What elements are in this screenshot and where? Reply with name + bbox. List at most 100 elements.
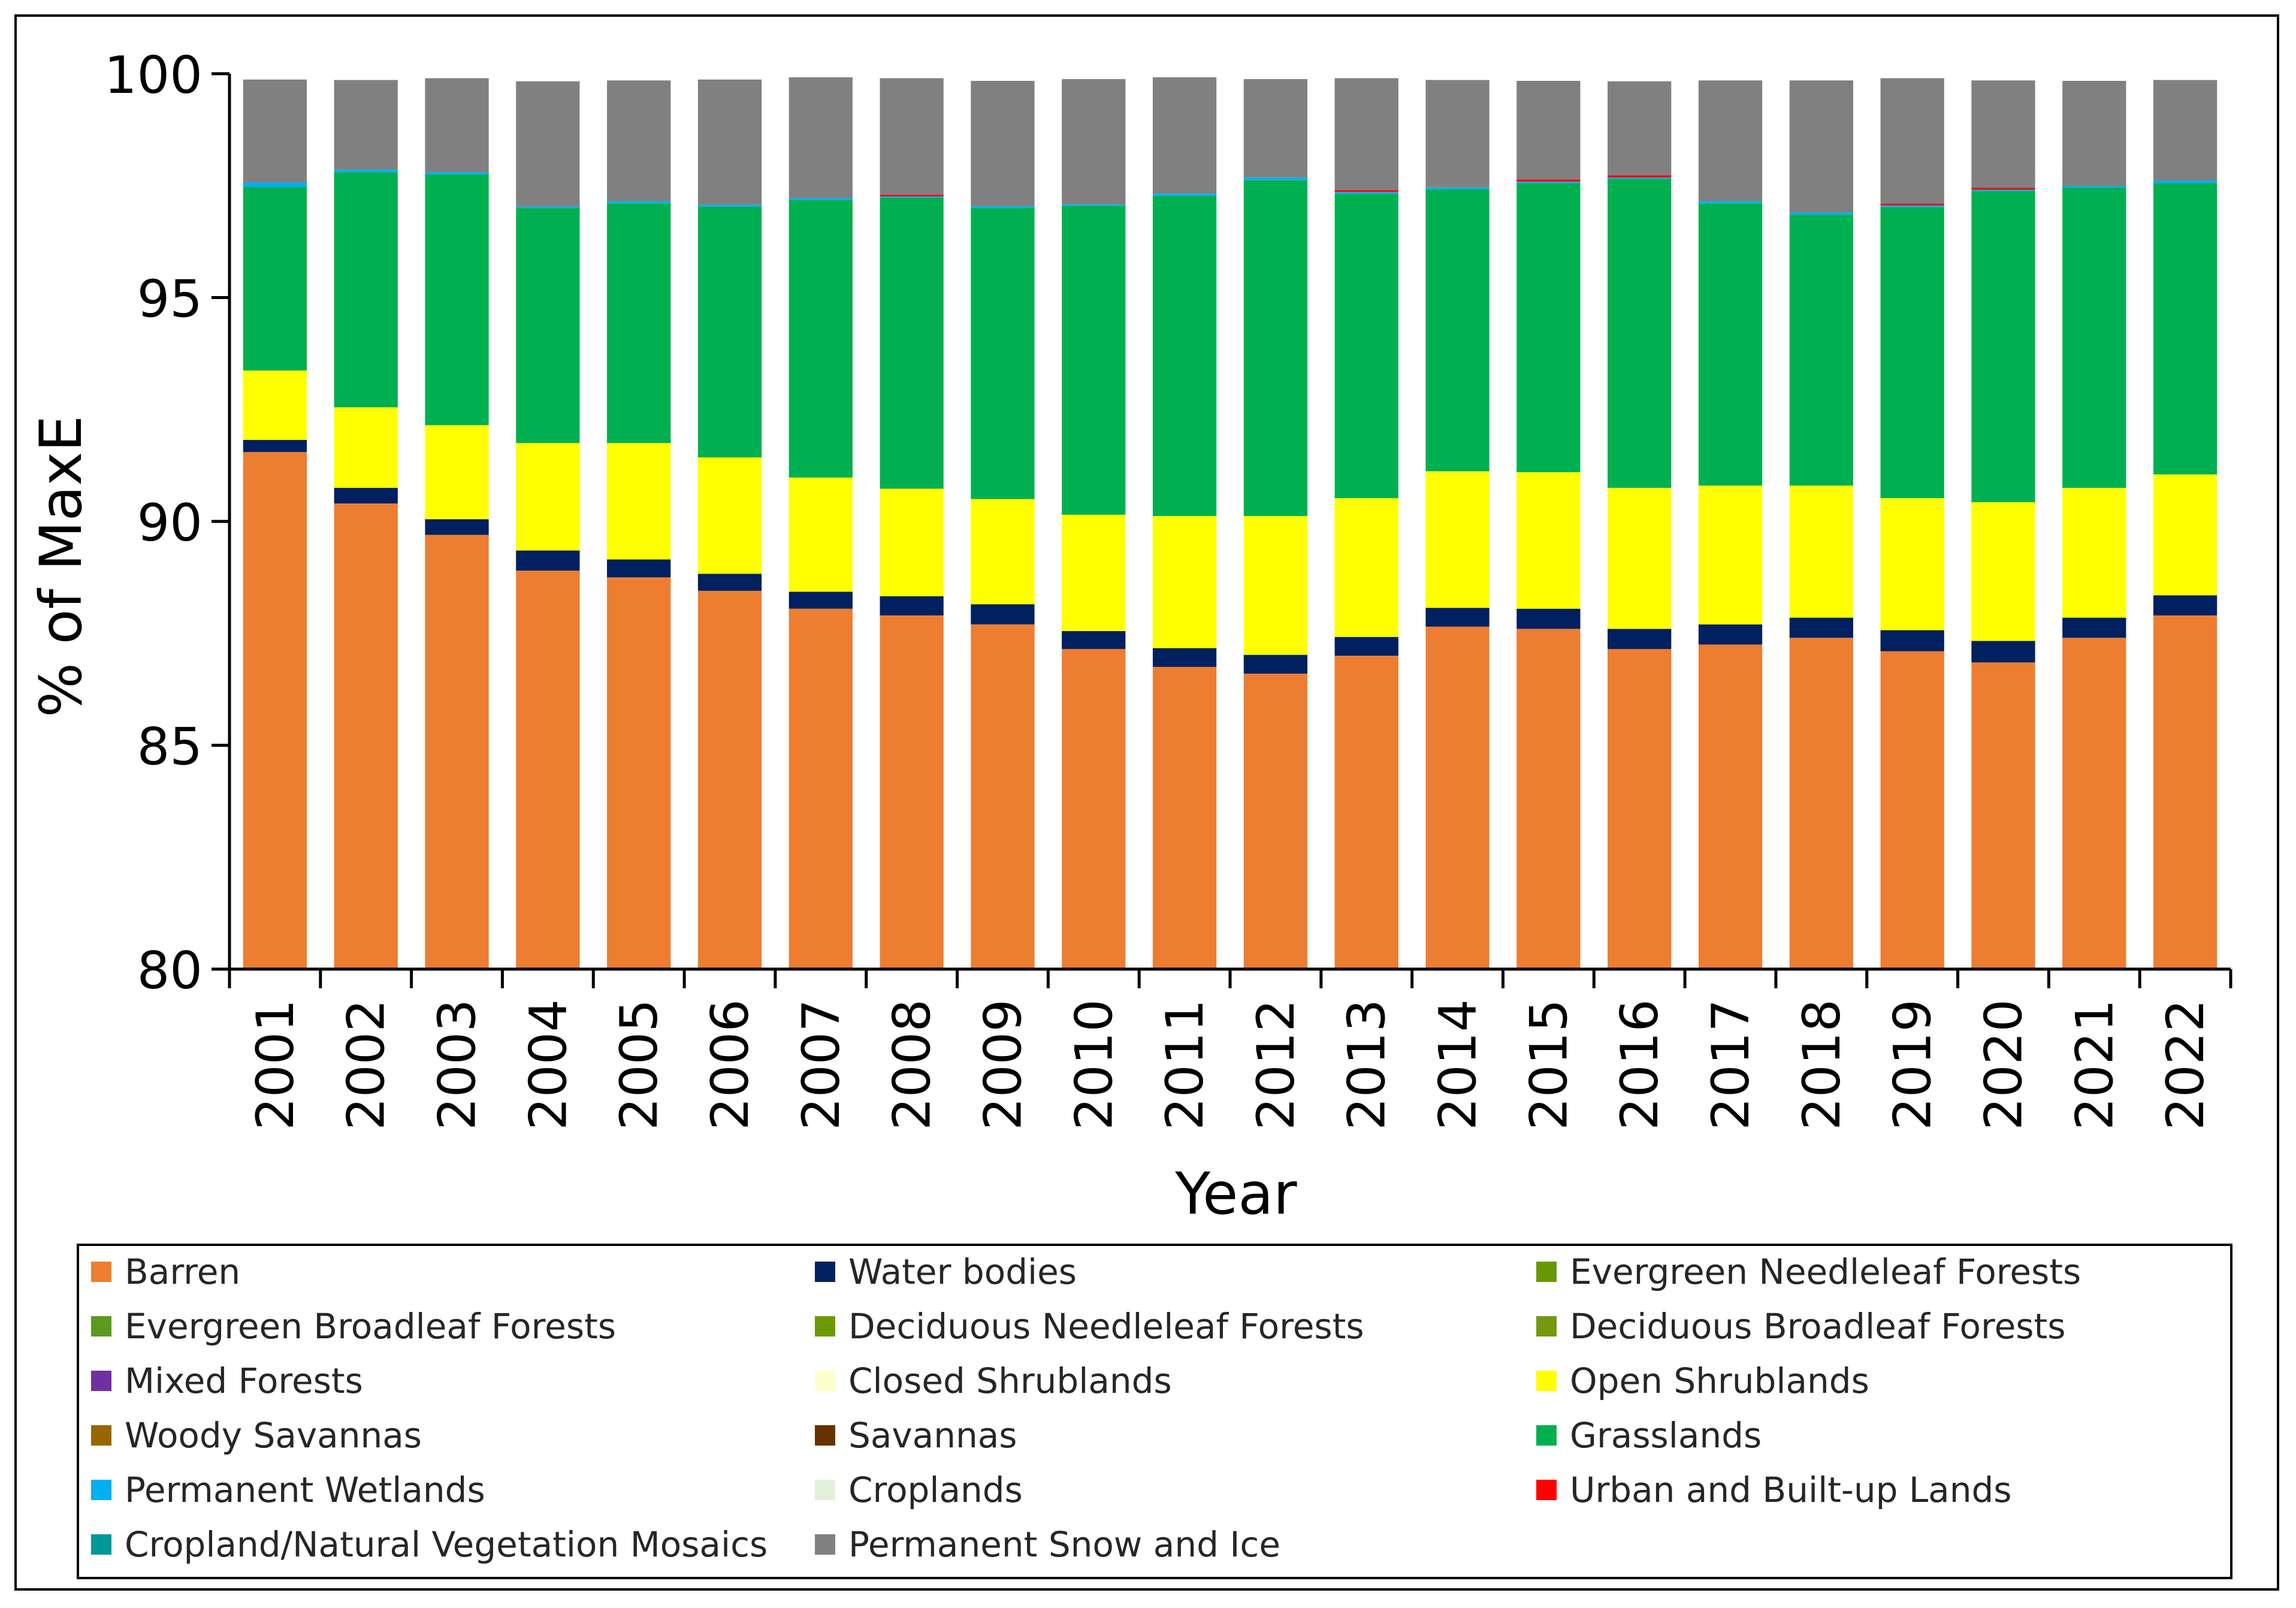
- bar-barren-2016: [1608, 648, 1672, 969]
- bar-permanent-snow-and-ice-2017: [1698, 80, 1763, 201]
- bar-grasslands-2013: [1334, 194, 1398, 499]
- bar-grasslands-2020: [1971, 191, 2035, 502]
- legend-label: Mixed Forests: [125, 1360, 363, 1401]
- legend-swatch: [1536, 1480, 1557, 1500]
- bar-barren-2014: [1425, 626, 1490, 969]
- bar-barren-2013: [1334, 656, 1398, 969]
- y-tick-label-85: 85: [137, 717, 203, 777]
- legend-item-permanent-wetlands: Permanent Wetlands: [91, 1469, 485, 1511]
- legend-item-permanent-snow-and-ice: Permanent Snow and Ice: [815, 1523, 1280, 1565]
- bar-open-shrublands-2011: [1152, 516, 1217, 648]
- legend-label: Permanent Wetlands: [125, 1470, 485, 1510]
- bar-grasslands-2021: [2062, 188, 2126, 488]
- bar-water-bodies-2018: [1789, 617, 1853, 638]
- x-tick-label-2009: 2009: [974, 999, 1034, 1130]
- legend-item-barren: Barren: [91, 1251, 240, 1293]
- bar-permanent-wetlands-2013: [1334, 192, 1398, 194]
- bar-open-shrublands-2005: [607, 443, 671, 560]
- bar-barren-2019: [1880, 651, 1944, 969]
- bar-water-bodies-2011: [1152, 648, 1217, 667]
- bar-open-shrublands-2010: [1062, 514, 1126, 632]
- bar-open-shrublands-2022: [2153, 474, 2218, 596]
- bar-water-bodies-2016: [1608, 629, 1672, 649]
- legend-item-deciduous-needleleaf-forests: Deciduous Needleleaf Forests: [815, 1305, 1364, 1347]
- legend-swatch: [815, 1534, 835, 1555]
- bar-permanent-wetlands-2016: [1608, 177, 1672, 179]
- bar-urban-and-built-up-lands-2013: [1334, 190, 1398, 192]
- legend-item-closed-shrublands: Closed Shrublands: [815, 1360, 1172, 1402]
- legend-label: Deciduous Needleleaf Forests: [848, 1306, 1364, 1347]
- y-tick-label-95: 95: [137, 270, 203, 330]
- bar-permanent-snow-and-ice-2021: [2062, 80, 2126, 186]
- legend-item-woody-savannas: Woody Savannas: [91, 1414, 422, 1456]
- bar-barren-2009: [971, 624, 1035, 969]
- bar-permanent-snow-and-ice-2015: [1516, 80, 1581, 180]
- bar-water-bodies-2014: [1425, 608, 1490, 627]
- x-tick-label-2005: 2005: [609, 999, 669, 1130]
- x-tick-label-2015: 2015: [1519, 999, 1579, 1130]
- legend-label: Open Shrublands: [1570, 1360, 1869, 1401]
- x-tick-label-2016: 2016: [1610, 999, 1670, 1130]
- x-tick-label-2020: 2020: [1974, 999, 2034, 1130]
- bar-water-bodies-2020: [1971, 641, 2035, 663]
- x-axis-label: Year: [1174, 1160, 1297, 1227]
- bar-open-shrublands-2021: [2062, 487, 2126, 618]
- bar-grasslands-2003: [425, 174, 489, 426]
- bar-water-bodies-2008: [880, 596, 944, 616]
- legend-label: Cropland/Natural Vegetation Mosaics: [125, 1524, 768, 1565]
- bar-water-bodies-2013: [1334, 636, 1398, 656]
- bar-open-shrublands-2002: [334, 407, 398, 488]
- bar-urban-and-built-up-lands-2020: [1971, 188, 2035, 190]
- legend-item-savannas: Savannas: [815, 1414, 1017, 1456]
- y-tick-label-90: 90: [137, 493, 203, 553]
- bar-water-bodies-2004: [516, 550, 580, 571]
- bar-permanent-snow-and-ice-2008: [880, 78, 944, 195]
- bar-water-bodies-2015: [1516, 608, 1581, 629]
- x-tick-label-2012: 2012: [1246, 999, 1306, 1130]
- bars-layer: [243, 77, 2218, 970]
- legend-label: Savannas: [848, 1415, 1017, 1456]
- bar-permanent-snow-and-ice-2001: [243, 79, 307, 183]
- bar-water-bodies-2021: [2062, 617, 2126, 638]
- bar-permanent-snow-and-ice-2012: [1243, 79, 1308, 178]
- bar-permanent-snow-and-ice-2003: [425, 78, 489, 173]
- bar-open-shrublands-2018: [1789, 485, 1853, 618]
- legend-label: Woody Savannas: [125, 1415, 422, 1456]
- bar-grasslands-2011: [1152, 195, 1217, 517]
- x-tick-label-2022: 2022: [2156, 999, 2216, 1130]
- bar-barren-2011: [1152, 666, 1217, 969]
- legend-label: Evergreen Needleleaf Forests: [1570, 1251, 2081, 1292]
- y-axis-label: % of MaxE: [28, 415, 95, 717]
- bar-permanent-wetlands-2021: [2062, 186, 2126, 188]
- x-tick-label-2014: 2014: [1428, 999, 1488, 1130]
- legend-item-grasslands: Grasslands: [1536, 1414, 1762, 1456]
- legend-item-evergreen-broadleaf-forests: Evergreen Broadleaf Forests: [91, 1305, 616, 1347]
- x-tick-label-2007: 2007: [791, 999, 851, 1130]
- bar-grasslands-2015: [1516, 183, 1581, 472]
- bar-permanent-snow-and-ice-2004: [516, 81, 580, 207]
- bar-permanent-snow-and-ice-2009: [971, 80, 1035, 207]
- bar-grasslands-2016: [1608, 179, 1672, 488]
- bar-permanent-snow-and-ice-2006: [697, 79, 762, 205]
- bar-water-bodies-2007: [789, 592, 853, 609]
- bar-open-shrublands-2004: [516, 443, 580, 551]
- legend-item-water-bodies: Water bodies: [815, 1251, 1077, 1293]
- bar-barren-2004: [516, 571, 580, 969]
- legend-item-cropland-natural-vegetation-mosaics: Cropland/Natural Vegetation Mosaics: [91, 1523, 768, 1565]
- legend-item-urban-and-built-up-lands: Urban and Built-up Lands: [1536, 1469, 2012, 1511]
- bar-open-shrublands-2009: [971, 499, 1035, 605]
- axes-layer: 80 85 90 95 100 2001 2002 2003 2004 2005 2006 2007 2…: [104, 46, 2232, 1130]
- bar-urban-and-built-up-lands-2016: [1608, 175, 1672, 178]
- figure-frame: [14, 14, 2279, 1591]
- bar-urban-and-built-up-lands-2019: [1880, 203, 1944, 206]
- bar-barren-2017: [1698, 644, 1763, 969]
- bar-open-shrublands-2019: [1880, 498, 1944, 630]
- legend-swatch: [91, 1534, 111, 1555]
- bar-permanent-wetlands-2006: [697, 204, 762, 207]
- bar-urban-and-built-up-lands-2008: [880, 194, 944, 197]
- legend-item-open-shrublands: Open Shrublands: [1536, 1360, 1869, 1402]
- bar-barren-2001: [243, 452, 307, 969]
- legend-swatch: [1536, 1371, 1557, 1391]
- bar-permanent-wetlands-2005: [607, 201, 671, 204]
- bar-barren-2010: [1062, 648, 1126, 969]
